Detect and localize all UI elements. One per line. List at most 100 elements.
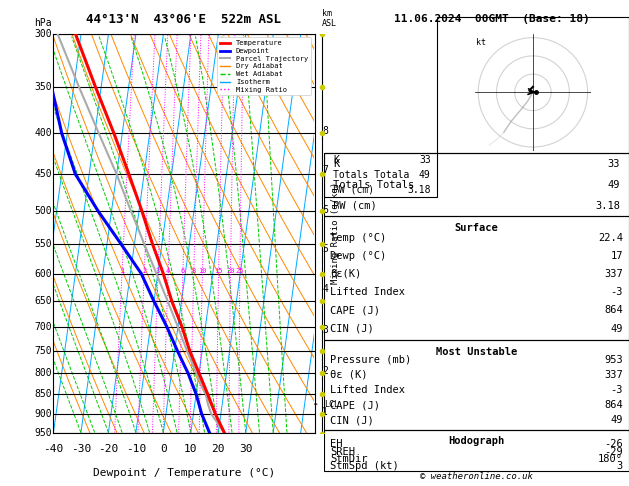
Text: 10: 10: [184, 445, 198, 454]
Text: -29: -29: [604, 447, 623, 457]
Text: Dewp (°C): Dewp (°C): [330, 251, 386, 261]
Text: 25: 25: [236, 268, 244, 274]
Text: 2: 2: [322, 366, 328, 376]
Text: 1: 1: [120, 268, 124, 274]
Text: -40: -40: [43, 445, 64, 454]
Text: 600: 600: [35, 269, 52, 278]
Text: 950: 950: [35, 428, 52, 437]
Text: 850: 850: [35, 389, 52, 399]
Text: 0: 0: [160, 445, 167, 454]
Text: 450: 450: [35, 169, 52, 179]
Text: K: K: [333, 156, 339, 165]
Text: hPa: hPa: [35, 18, 52, 28]
Text: 49: 49: [610, 324, 623, 334]
Text: -3: -3: [610, 287, 623, 297]
Text: 49: 49: [608, 180, 620, 190]
Text: 3.18: 3.18: [595, 201, 620, 211]
Bar: [324, 153, 629, 216]
Text: Pressure (mb): Pressure (mb): [330, 355, 411, 365]
Text: 3: 3: [616, 461, 623, 471]
Bar: [324, 340, 629, 430]
Text: 8: 8: [192, 268, 196, 274]
Text: Hodograph: Hodograph: [448, 436, 504, 447]
Text: 350: 350: [35, 82, 52, 92]
Text: 4: 4: [322, 284, 328, 295]
Text: Lifted Index: Lifted Index: [330, 385, 405, 395]
Text: 400: 400: [35, 128, 52, 139]
Text: StmSpd (kt): StmSpd (kt): [330, 461, 399, 471]
Text: 22.4: 22.4: [598, 232, 623, 243]
Text: 5: 5: [322, 244, 328, 254]
Text: 500: 500: [35, 206, 52, 216]
Text: -20: -20: [98, 445, 118, 454]
Text: 30: 30: [239, 445, 252, 454]
Text: 33: 33: [608, 158, 620, 169]
Text: 17: 17: [610, 251, 623, 261]
Text: 800: 800: [35, 368, 52, 378]
Text: CAPE (J): CAPE (J): [330, 305, 380, 315]
Text: 2: 2: [142, 268, 147, 274]
Text: 900: 900: [35, 409, 52, 419]
Text: PW (cm): PW (cm): [333, 185, 374, 194]
Text: LCL: LCL: [324, 399, 338, 409]
Text: 15: 15: [214, 268, 223, 274]
Text: 3: 3: [156, 268, 160, 274]
Text: CIN (J): CIN (J): [330, 324, 374, 334]
Text: Totals Totala: Totals Totala: [333, 170, 409, 180]
Legend: Temperature, Dewpoint, Parcel Trajectory, Dry Adiabat, Wet Adiabat, Isotherm, Mi: Temperature, Dewpoint, Parcel Trajectory…: [217, 37, 311, 95]
Text: 300: 300: [35, 29, 52, 39]
Text: 7: 7: [322, 165, 328, 175]
Text: 953: 953: [604, 355, 623, 365]
Text: θε(K): θε(K): [330, 269, 361, 279]
Text: 44°13'N  43°06'E  522m ASL: 44°13'N 43°06'E 522m ASL: [86, 13, 282, 26]
Text: 10: 10: [198, 268, 206, 274]
Text: 337: 337: [604, 269, 623, 279]
Text: 4: 4: [166, 268, 170, 274]
Text: CAPE (J): CAPE (J): [330, 400, 380, 410]
Text: 49: 49: [419, 170, 431, 180]
Text: Mixing Ratio (g/kg): Mixing Ratio (g/kg): [331, 182, 340, 284]
Text: km
ASL: km ASL: [322, 9, 337, 28]
Text: -10: -10: [126, 445, 146, 454]
Text: Surface: Surface: [455, 223, 498, 233]
Text: © weatheronline.co.uk: © weatheronline.co.uk: [420, 472, 533, 481]
Text: K: K: [333, 158, 339, 169]
Text: 337: 337: [604, 370, 623, 380]
Text: 550: 550: [35, 239, 52, 248]
Bar: [324, 216, 629, 340]
Text: 1: 1: [322, 407, 328, 417]
Text: 11.06.2024  00GMT  (Base: 18): 11.06.2024 00GMT (Base: 18): [394, 14, 589, 24]
Text: Totals Totals: Totals Totals: [333, 180, 415, 190]
Text: 864: 864: [604, 305, 623, 315]
Text: -3: -3: [610, 385, 623, 395]
Text: 3: 3: [322, 325, 328, 335]
Text: 650: 650: [35, 296, 52, 306]
Bar: [324, 153, 437, 197]
Text: 180°: 180°: [598, 454, 623, 464]
Text: 3.18: 3.18: [407, 185, 431, 194]
Text: 864: 864: [604, 400, 623, 410]
Text: Dewpoint / Temperature (°C): Dewpoint / Temperature (°C): [93, 469, 275, 478]
Text: SREH: SREH: [330, 447, 355, 457]
Text: 700: 700: [35, 322, 52, 332]
Text: 6: 6: [181, 268, 185, 274]
Text: Lifted Index: Lifted Index: [330, 287, 405, 297]
Text: PW (cm): PW (cm): [333, 201, 377, 211]
Text: θε (K): θε (K): [330, 370, 367, 380]
Text: 20: 20: [226, 268, 235, 274]
Text: 8: 8: [322, 126, 328, 136]
Text: StmDir: StmDir: [330, 454, 367, 464]
Text: 750: 750: [35, 346, 52, 356]
Text: -26: -26: [604, 439, 623, 450]
Bar: [437, 17, 629, 153]
Text: EH: EH: [330, 439, 343, 450]
Text: 20: 20: [211, 445, 225, 454]
Bar: [324, 430, 629, 471]
Text: Temp (°C): Temp (°C): [330, 232, 386, 243]
Text: 33: 33: [419, 156, 431, 165]
Text: Most Unstable: Most Unstable: [436, 347, 517, 357]
Text: 49: 49: [610, 415, 623, 425]
Text: 6: 6: [322, 205, 328, 215]
Text: CIN (J): CIN (J): [330, 415, 374, 425]
Text: -30: -30: [71, 445, 91, 454]
